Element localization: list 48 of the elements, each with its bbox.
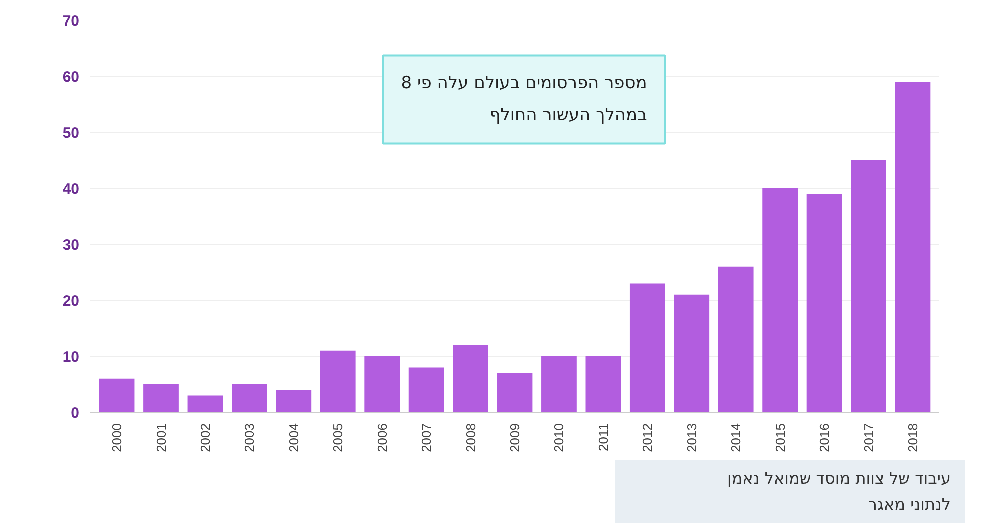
bar bbox=[895, 82, 931, 412]
bar bbox=[188, 396, 224, 412]
bar bbox=[320, 350, 356, 412]
x-tick-label: 2010 bbox=[552, 424, 567, 452]
y-tick-label: 70 bbox=[62, 13, 80, 30]
x-tick-label: 2000 bbox=[110, 424, 125, 452]
bar bbox=[674, 294, 710, 412]
x-tick-label: 2005 bbox=[330, 424, 346, 452]
x-tick-label: 2011 bbox=[596, 423, 611, 452]
x-tick-label: 2016 bbox=[817, 424, 832, 452]
x-tick-label: 2006 bbox=[374, 424, 390, 452]
y-tick-label: 60 bbox=[62, 69, 80, 86]
x-tick-label: 2003 bbox=[242, 424, 258, 452]
x-tick-label: 2015 bbox=[772, 424, 788, 452]
bar bbox=[718, 266, 754, 412]
bar bbox=[497, 373, 533, 412]
x-tick-label: 2013 bbox=[684, 424, 700, 452]
x-tick-label: 2001 bbox=[154, 424, 169, 452]
bar bbox=[408, 368, 444, 412]
bar bbox=[364, 356, 400, 412]
x-tick-label: 2007 bbox=[419, 424, 434, 452]
bar bbox=[144, 384, 179, 412]
annotation: מספר הפרסומים בעולם עלה פי 8 במהלך העשור החולף bbox=[401, 74, 648, 126]
bar bbox=[453, 345, 488, 412]
x-tick-label: 2017 bbox=[861, 424, 876, 452]
x-tick-label: 2009 bbox=[508, 424, 522, 452]
bar bbox=[99, 378, 135, 412]
y-tick-label: 50 bbox=[62, 125, 80, 142]
bar bbox=[806, 194, 842, 412]
text: עיבוד של צוות מוסד שמואל נאמן לנתוני מאגר bbox=[615, 460, 965, 524]
bar bbox=[232, 384, 268, 412]
bar bbox=[542, 356, 577, 412]
y-tick-label: 20 bbox=[62, 293, 80, 310]
y-tick-label: 30 bbox=[62, 237, 80, 254]
bar bbox=[276, 390, 312, 412]
x-tick-label: 2002 bbox=[198, 424, 213, 452]
bar bbox=[586, 356, 622, 412]
x-tick-label: 2004 bbox=[286, 424, 302, 452]
y-tick-label: 0 bbox=[71, 405, 80, 422]
bar bbox=[630, 284, 666, 412]
y-tick-label: 40 bbox=[62, 181, 80, 198]
x-tick-label: 2014 bbox=[728, 424, 744, 452]
bar bbox=[762, 188, 798, 412]
x-tick-label: 2018 bbox=[905, 424, 920, 452]
bar bbox=[851, 160, 886, 412]
x-tick-label: 2012 bbox=[640, 424, 656, 452]
x-tick-label: 2008 bbox=[463, 424, 478, 452]
y-tick-label: 10 bbox=[62, 349, 80, 366]
